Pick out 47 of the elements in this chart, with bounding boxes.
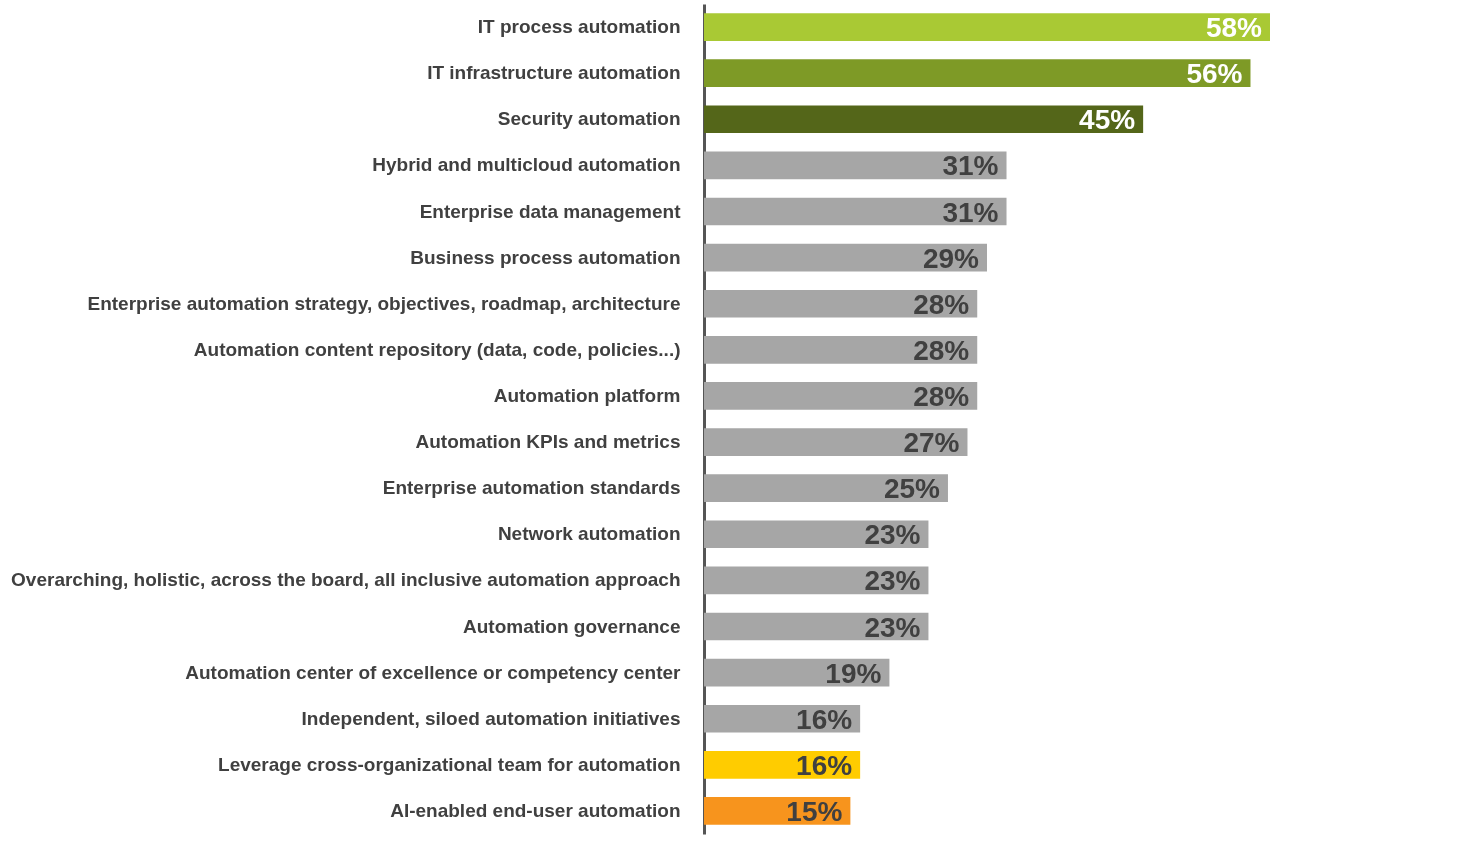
y-tick-label: Automation platform [493,384,681,406]
bar [704,197,1007,226]
bar [704,13,1270,41]
y-tick-label: Enterprise data management [419,200,682,222]
y-tick-label: Independent, siloed automation initiatives [301,707,681,729]
bar [704,474,948,502]
data-label: 23% [864,611,921,643]
bar [704,428,968,456]
y-tick-label: Automation content repository (data, code, policies...) [193,338,681,360]
bar [704,289,978,318]
bar [704,59,1251,87]
y-tick-label: Security automation [497,108,681,130]
data-label: 23% [864,519,921,551]
bar [704,520,929,549]
data-label: 31% [942,196,999,228]
y-tick-label: Automation governance [463,615,681,637]
data-label: 56% [1186,58,1243,90]
y-tick-label: Enterprise automation strategy, objectives, roadmap, architecture [87,292,681,314]
data-label: 19% [825,657,882,689]
data-label: 16% [796,703,853,735]
bar [704,105,1144,134]
data-label: 25% [883,473,941,505]
y-tick-label: AI-enabled end-user automation [390,799,681,821]
bar [704,151,1007,180]
y-tick-label: Overarching, holistic, across the board, all inclusive automation approach [11,569,681,591]
y-tick-label: IT infrastructure automation [427,62,681,84]
data-label: 28% [913,380,970,412]
y-tick-label: Enterprise automation standards [382,477,681,499]
data-label: 28% [913,334,970,366]
data-label: 28% [913,288,970,320]
data-label: 23% [864,565,921,597]
y-tick-label: Automation center of excellence or competency center [185,661,682,683]
data-label: 15% [786,795,843,827]
data-label: 29% [922,242,980,274]
y-tick-label: IT process automation [477,16,681,38]
data-label: 45% [1079,104,1136,136]
y-tick-label: Network automation [497,523,681,545]
data-label: 27% [903,427,960,459]
y-tick-label: Business process automation [410,246,681,268]
bar [704,382,978,410]
data-label: 16% [796,749,853,781]
bar [704,336,978,364]
y-tick-label: Automation KPIs and metrics [415,431,681,453]
data-label: 58% [1205,12,1263,44]
y-tick-label: Hybrid and multicloud automation [372,154,681,176]
y-tick-label: Leverage cross-organizational team for automation [218,753,681,775]
data-label: 31% [942,150,999,182]
